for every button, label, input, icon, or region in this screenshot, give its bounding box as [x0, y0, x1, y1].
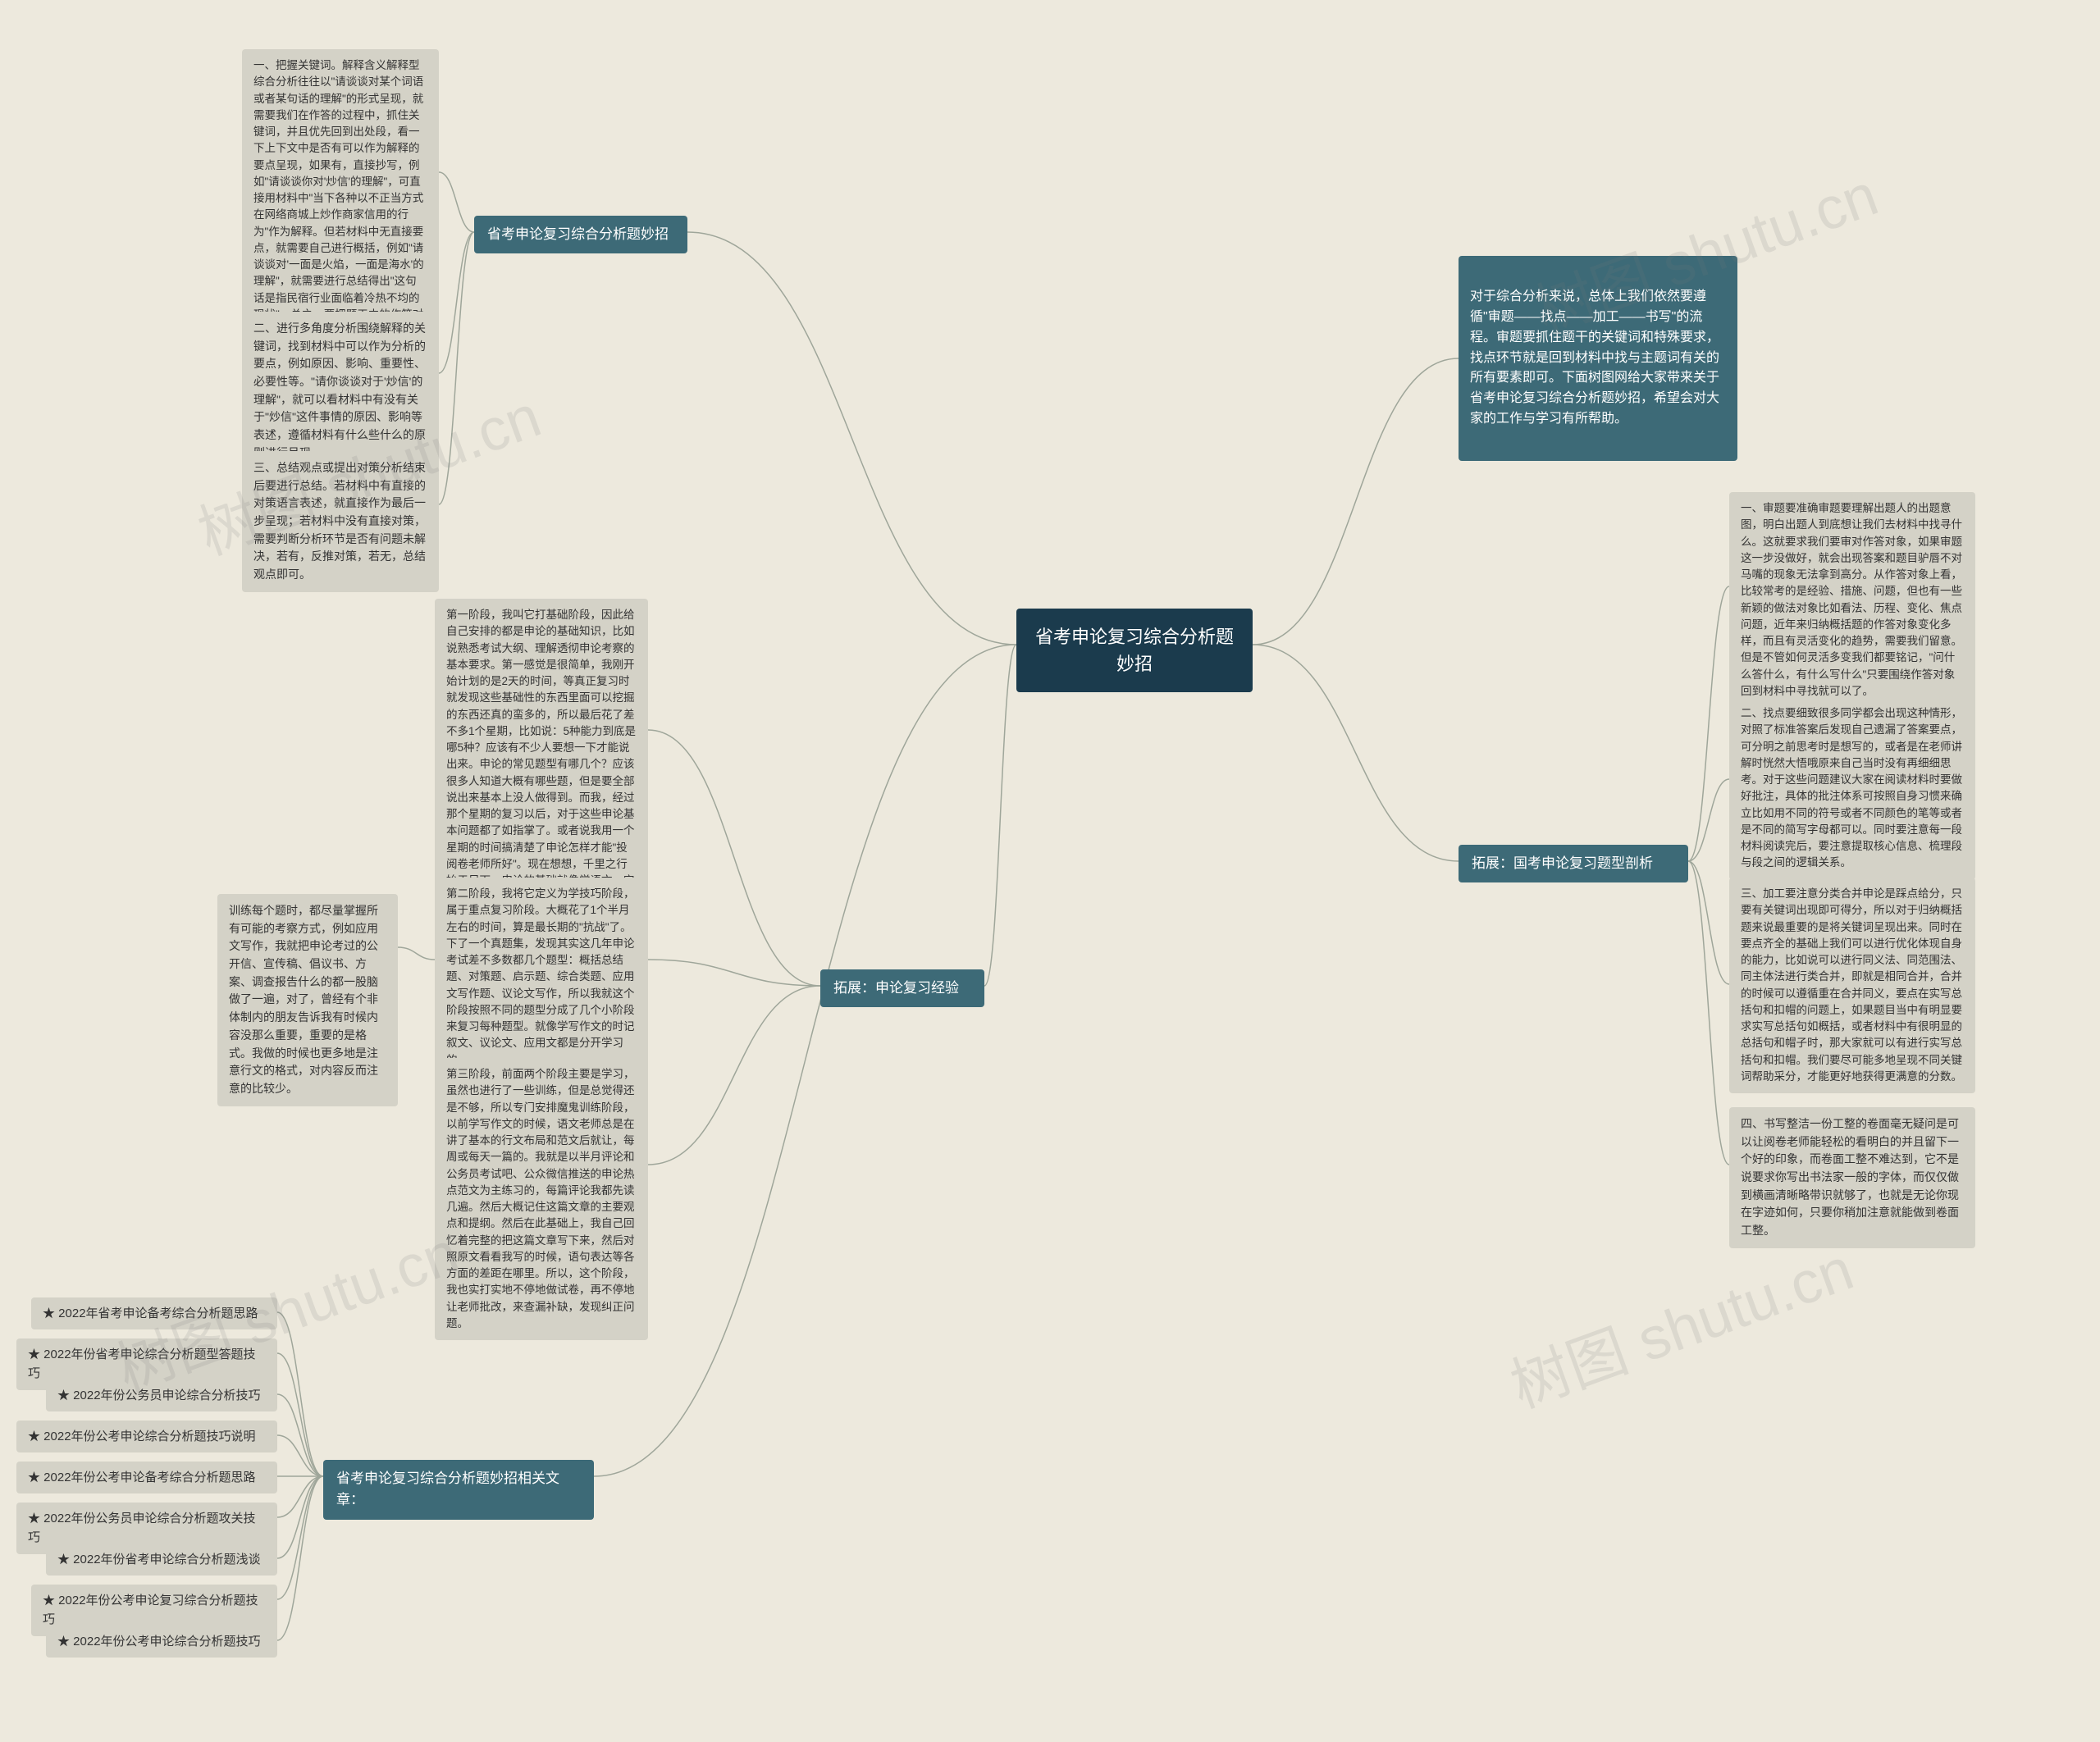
leaf-node[interactable]: 第二阶段，我将它定义为学技巧阶段，属于重点复习阶段。大概花了1个半月左右的时间，… [435, 878, 648, 1077]
branch-label: 省考申论复习综合分析题妙招 [487, 224, 674, 245]
intro-text: 对于综合分析来说，总体上我们依然要遵循"审题——找点——加工——书写"的流程。审… [1470, 287, 1726, 430]
related-link[interactable]: ★ 2022年份省考申论综合分析题浅谈 [46, 1544, 277, 1576]
related-link[interactable]: ★ 2022年份公考申论综合分析题技巧 [46, 1626, 277, 1658]
leaf-text: 三、总结观点或提出对策分析结束后要进行总结。若材料中有直接的对策语言表述，就直接… [253, 459, 427, 584]
related-link-text: ★ 2022年份公考申论备考综合分析题思路 [28, 1468, 266, 1487]
related-link-text: ★ 2022年份公考申论综合分析题技巧说明 [28, 1427, 266, 1446]
leaf-node[interactable]: 四、书写整洁一份工整的卷面毫无疑问是可以让阅卷老师能轻松的看明白的并且留下一个好… [1729, 1107, 1975, 1248]
leaf-text: 四、书写整洁一份工整的卷面毫无疑问是可以让阅卷老师能轻松的看明白的并且留下一个好… [1741, 1115, 1964, 1240]
branch-node[interactable]: 拓展：申论复习经验 [820, 969, 984, 1007]
leaf-node[interactable]: 第三阶段，前面两个阶段主要是学习，虽然也进行了一些训练，但是总觉得还是不够，所以… [435, 1058, 648, 1340]
leaf-text: 一、审题要准确审题要理解出题人的出题意图，明白出题人到底想让我们去材料中找寻什么… [1741, 500, 1964, 700]
related-link[interactable]: ★ 2022年份公考申论备考综合分析题思路 [16, 1462, 277, 1493]
branch-label: 省考申论复习综合分析题妙招相关文章： [336, 1468, 581, 1512]
watermark: 树图 shutu.cn [1497, 1221, 1863, 1425]
related-link-text: ★ 2022年份公考申论综合分析题技巧 [57, 1632, 266, 1651]
leaf-node[interactable]: 训练每个题时，都尽量掌握所有可能的考察方式，例如应用文写作，我就把申论考过的公开… [217, 894, 398, 1106]
related-link[interactable]: ★ 2022年省考申论备考综合分析题思路 [31, 1297, 277, 1329]
leaf-text: 二、进行多角度分析围绕解释的关键词，找到材料中可以作为分析的要点，例如原因、影响… [253, 320, 427, 463]
related-link-text: ★ 2022年份省考申论综合分析题浅谈 [57, 1550, 266, 1569]
leaf-node[interactable]: 三、总结观点或提出对策分析结束后要进行总结。若材料中有直接的对策语言表述，就直接… [242, 451, 439, 592]
root-text: 省考申论复习综合分析题 妙招 [1034, 623, 1235, 677]
branch-node[interactable]: 省考申论复习综合分析题妙招 [474, 216, 687, 253]
leaf-text: 训练每个题时，都尽量掌握所有可能的考察方式，例如应用文写作，我就把申论考过的公开… [229, 902, 386, 1098]
related-link-text: ★ 2022年份省考申论综合分析题型答题技巧 [28, 1345, 266, 1384]
intro-node[interactable]: 对于综合分析来说，总体上我们依然要遵循"审题——找点——加工——书写"的流程。审… [1459, 256, 1737, 461]
root-node[interactable]: 省考申论复习综合分析题 妙招 [1016, 609, 1253, 692]
related-link-text: ★ 2022年省考申论备考综合分析题思路 [43, 1304, 266, 1323]
branch-node[interactable]: 省考申论复习综合分析题妙招相关文章： [323, 1460, 594, 1520]
leaf-text: 三、加工要注意分类合并申论是踩点给分，只要有关键词出现即可得分，所以对于归纳概括… [1741, 886, 1964, 1085]
leaf-text: 第三阶段，前面两个阶段主要是学习，虽然也进行了一些训练，但是总觉得还是不够，所以… [446, 1066, 637, 1332]
leaf-node[interactable]: 一、把握关键词。解释含义解释型综合分析往往以"请谈谈对某个词语或者某句话的理解"… [242, 49, 439, 348]
leaf-text: 第二阶段，我将它定义为学技巧阶段，属于重点复习阶段。大概花了1个半月左右的时间，… [446, 886, 637, 1069]
related-link-text: ★ 2022年份公务员申论综合分析技巧 [57, 1386, 266, 1405]
leaf-node[interactable]: 一、审题要准确审题要理解出题人的出题意图，明白出题人到底想让我们去材料中找寻什么… [1729, 492, 1975, 708]
leaf-node[interactable]: 二、找点要细致很多同学都会出现这种情形，对照了标准答案后发现自己遗漏了答案要点，… [1729, 697, 1975, 880]
branch-label: 拓展：国考申论复习题型剖析 [1472, 853, 1675, 874]
related-link[interactable]: ★ 2022年份公务员申论综合分析技巧 [46, 1379, 277, 1411]
branch-label: 拓展：申论复习经验 [833, 978, 971, 999]
related-link-text: ★ 2022年份公考申论复习综合分析题技巧 [43, 1591, 266, 1630]
related-link-text: ★ 2022年份公务员申论综合分析题攻关技巧 [28, 1509, 266, 1548]
leaf-node[interactable]: 二、进行多角度分析围绕解释的关键词，找到材料中可以作为分析的要点，例如原因、影响… [242, 312, 439, 471]
leaf-node[interactable]: 三、加工要注意分类合并申论是踩点给分，只要有关键词出现即可得分，所以对于归纳概括… [1729, 878, 1975, 1093]
leaf-text: 二、找点要细致很多同学都会出现这种情形，对照了标准答案后发现自己遗漏了答案要点，… [1741, 705, 1964, 872]
branch-node[interactable]: 拓展：国考申论复习题型剖析 [1459, 845, 1688, 882]
related-link[interactable]: ★ 2022年份公考申论综合分析题技巧说明 [16, 1421, 277, 1452]
leaf-text: 一、把握关键词。解释含义解释型综合分析往往以"请谈谈对某个词语或者某句话的理解"… [253, 57, 427, 340]
